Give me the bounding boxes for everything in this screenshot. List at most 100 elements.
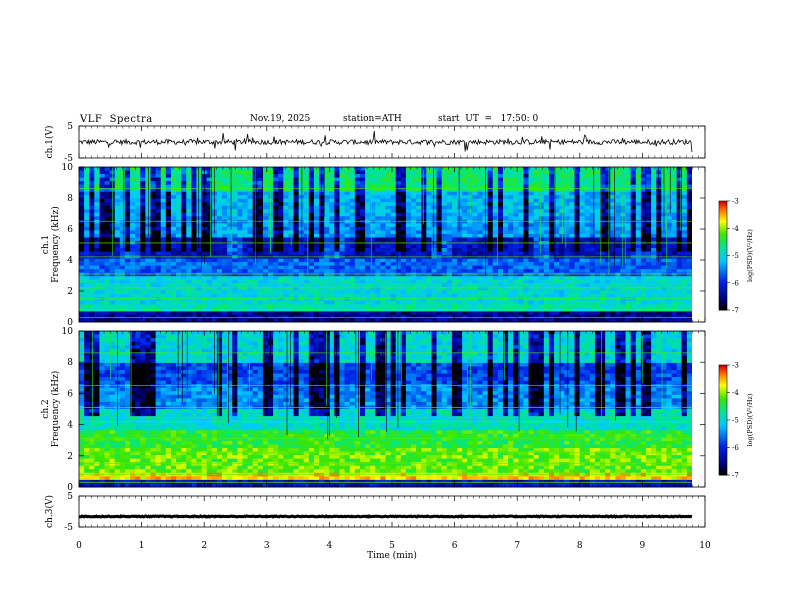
ch1-spectrogram-cell: [349, 286, 356, 291]
ch1-spectrogram-cell: [339, 251, 346, 256]
ch1-spectrogram-cell: [181, 297, 187, 302]
ch1-spectrogram-cell: [247, 290, 254, 295]
ch1-spectrogram-cell: [165, 202, 172, 207]
ch1-spectrogram-cell: [114, 198, 121, 203]
ch1-spectrogram-cell: [303, 209, 310, 214]
ch1-spectrogram-cell: [262, 251, 269, 256]
ch1-spectrogram-cell: [400, 279, 407, 284]
ch1-spectrogram-cell: [186, 258, 192, 263]
ch1-spectrogram-cell: [620, 170, 627, 175]
ch1-spectrogram-cell: [457, 198, 463, 203]
ch1-spectrogram-cell: [554, 170, 560, 175]
ch1-spectrogram-cell: [329, 251, 335, 256]
ch1-spectrogram-cell: [457, 167, 463, 172]
ch1-spectrogram-cell: [625, 170, 632, 175]
ch1-spectrogram-cell: [370, 219, 376, 224]
ch1-spectrogram-cell: [99, 219, 106, 224]
ch1-spectrogram-cell: [211, 258, 218, 263]
ch1-spectrogram-cell: [237, 304, 243, 309]
ch1-spectrogram-cell: [160, 177, 167, 182]
ch1-spectrogram-cell: [232, 181, 238, 186]
ch1-spectrogram-cell: [160, 212, 167, 217]
ch1-spectrogram-cell: [324, 279, 330, 284]
ch1-spectrogram-cell: [237, 167, 243, 172]
ch1-spectrogram-cell: [416, 188, 422, 193]
ch1-spectrogram-cell: [457, 262, 463, 267]
ch1-spectrogram-cell: [354, 191, 361, 196]
ch1-spectrogram-cell: [400, 230, 407, 235]
ch1-spectrogram-cell: [615, 181, 621, 186]
ch1-spectrogram-cell: [206, 202, 213, 207]
ch1-spectrogram-cell: [84, 269, 90, 274]
ch1-spectrogram-cell: [278, 212, 284, 217]
ch1-spectrogram-cell: [477, 191, 484, 196]
ch1-spectrogram-cell: [370, 223, 376, 228]
ch1-spectrogram-cell: [416, 244, 422, 249]
ch1-spectrogram-cell: [411, 212, 417, 217]
ch1-spectrogram-cell: [206, 258, 213, 263]
ch1-spectrogram-cell: [446, 230, 453, 235]
ch1-spectrogram-cell: [176, 297, 182, 302]
ch1-spectrogram-cell: [436, 205, 443, 210]
ch1-spectrogram-cell: [308, 170, 315, 175]
ch1-spectrogram-cell: [303, 184, 310, 189]
ch1-spectrogram-cell: [492, 219, 499, 224]
ch1-spectrogram-cell: [574, 293, 581, 298]
ch1-spectrogram-cell: [589, 167, 596, 172]
ch1-spectrogram-cell: [492, 205, 499, 210]
ch1-spectrogram-cell: [528, 272, 535, 277]
ch1-spectrogram-cell: [268, 304, 274, 309]
ch1-spectrogram-cell: [278, 262, 284, 267]
ch1-spectrogram-cell: [630, 226, 637, 231]
ch1-spectrogram-cell: [548, 269, 555, 274]
ch1-spectrogram-cell: [160, 209, 167, 214]
ch1-spectrogram-cell: [467, 226, 473, 231]
ch1-spectrogram-cell: [610, 272, 616, 277]
ch1-spectrogram-cell: [426, 191, 432, 196]
ch1-spectrogram-cell: [186, 269, 192, 274]
ch1-spectrogram-cell: [344, 184, 351, 189]
ch1-spectrogram-cell: [431, 251, 438, 256]
ch1-spectrogram-cell: [431, 244, 438, 249]
ch1-spectrogram-cell: [206, 237, 213, 242]
ch1-spectrogram-cell: [477, 184, 484, 189]
ch1-spectrogram-cell: [482, 290, 489, 295]
ch1-spectrogram-cell: [569, 262, 576, 267]
ch1-spectrogram-cell: [436, 311, 443, 316]
ch1-spectrogram-cell: [170, 279, 177, 284]
ch1-spectrogram-cell: [584, 311, 591, 316]
ch1-spectrogram-cell: [191, 297, 197, 302]
ch1-spectrogram-cell: [324, 237, 330, 242]
ch1-spectrogram-cell: [390, 212, 397, 217]
ch1-spectrogram-cell: [165, 304, 172, 309]
ch1-spectrogram-cell: [513, 237, 519, 242]
ch1-spectrogram-cell: [579, 233, 586, 238]
ch1-spectrogram-cell: [135, 293, 141, 298]
ch1-spectrogram-cell: [278, 174, 284, 179]
ch1-spectrogram-cell: [135, 283, 141, 288]
ch1-spectrogram-cell: [446, 237, 453, 242]
ch1-spectrogram-cell: [502, 181, 509, 186]
ch1-spectrogram-cell: [538, 286, 545, 291]
ch1-spectrogram-cell: [584, 177, 591, 182]
ch1-spectrogram-cell: [211, 251, 218, 256]
ch1-spectrogram-cell: [594, 311, 601, 316]
ch1-spectrogram-cell: [232, 265, 238, 270]
ch1-spectrogram-cell: [370, 237, 376, 242]
ch1-spectrogram-cell: [196, 244, 203, 249]
ch1-spectrogram-cell: [242, 216, 249, 221]
ch1-spectrogram-cell: [395, 262, 402, 267]
ch1-spectrogram-cell: [421, 269, 427, 274]
ch1-spectrogram-cell: [497, 318, 504, 323]
ch1-spectrogram-cell: [569, 244, 576, 249]
ch1-spectrogram-cell: [283, 188, 289, 193]
ch1-spectrogram-cell: [206, 223, 213, 228]
ch1-spectrogram-cell: [334, 237, 341, 242]
ch1-spectrogram-cell: [268, 297, 274, 302]
ch1-spectrogram-cell: [564, 205, 570, 210]
ch1-spectrogram-cell: [554, 191, 560, 196]
ch1-spectrogram-cell: [426, 265, 432, 270]
ch1-spectrogram-cell: [94, 293, 100, 298]
ch1-spectrogram-cell: [145, 251, 152, 256]
ch1-spectrogram-cell: [584, 205, 591, 210]
